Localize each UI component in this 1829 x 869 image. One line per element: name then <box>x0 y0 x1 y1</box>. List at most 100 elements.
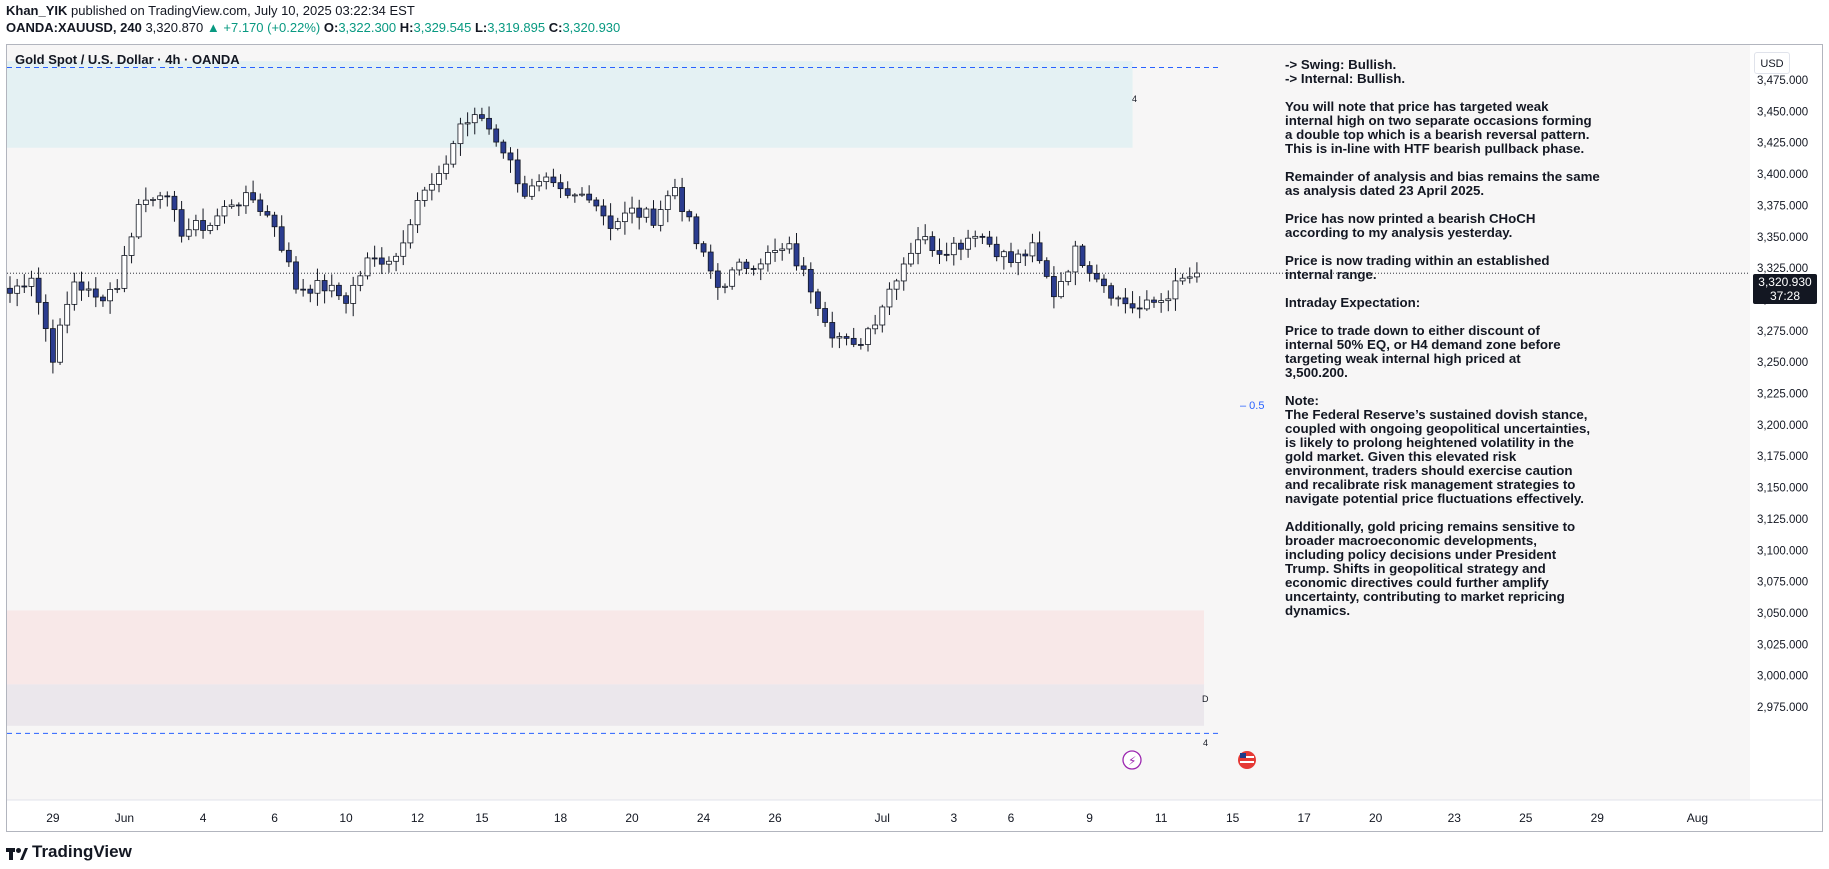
note-line: -> Swing: Bullish. <box>1285 57 1397 72</box>
candle-body <box>128 236 135 256</box>
candle-body <box>1143 299 1150 310</box>
candle-body <box>600 205 607 217</box>
x-tick-label: 25 <box>1519 811 1533 825</box>
candle-body <box>950 242 957 256</box>
candle-body <box>486 117 492 130</box>
note-line: uncertainty, contributing to market repr… <box>1285 589 1565 604</box>
note-line: according to my analysis yesterday. <box>1285 225 1513 240</box>
candle-body <box>257 199 264 212</box>
candle-body <box>343 295 349 304</box>
candle-body <box>1136 307 1143 310</box>
candle-body <box>657 209 664 226</box>
symbol[interactable]: OANDA:XAUUSD, 240 <box>6 20 142 35</box>
tradingview-logo-icon <box>6 845 28 860</box>
note-line: gold market. Given this elevated risk <box>1285 449 1517 464</box>
lower-zone-label: D <box>1202 694 1209 704</box>
publish-date: published on TradingView.com, July 10, 2… <box>71 3 415 18</box>
candle-body <box>450 143 457 165</box>
x-tick-label: 10 <box>339 811 353 825</box>
candle-body <box>757 263 764 270</box>
y-tick-label: 3,000.000 <box>1757 671 1808 683</box>
note-line: You will note that price has targeted we… <box>1285 99 1549 114</box>
candle-body <box>879 306 886 326</box>
lightning-icon[interactable] <box>1122 750 1142 770</box>
candle-body <box>443 163 450 174</box>
note-line: internal high on two separate occasions … <box>1285 113 1592 128</box>
x-tick-label: 3 <box>950 811 957 825</box>
last-price-tag-value: 3,320.930 <box>1758 275 1812 289</box>
x-tick-label: 20 <box>1369 811 1383 825</box>
eq-50-label: – 0.5 <box>1240 400 1264 412</box>
candle-body <box>150 199 156 201</box>
candle-body <box>1158 300 1165 303</box>
candle-body <box>314 280 321 294</box>
demand-lower-zone[interactable] <box>7 684 1205 726</box>
note-line: The Federal Reserve’s sustained dovish s… <box>1285 407 1588 422</box>
candle-body <box>543 176 550 183</box>
note-line: environment, traders should exercise cau… <box>1285 463 1573 478</box>
candle-body <box>765 252 771 265</box>
candle-body <box>1086 265 1093 274</box>
candle-body <box>900 263 907 282</box>
x-tick-label: 26 <box>768 811 782 825</box>
supply-zone[interactable] <box>7 61 1133 148</box>
x-tick-label: 29 <box>1591 811 1605 825</box>
currency-button[interactable]: USD <box>1754 52 1790 74</box>
candle-body <box>493 128 500 143</box>
y-tick-label: 2,975.000 <box>1757 702 1808 714</box>
candle-body <box>264 211 271 216</box>
candle-body <box>1151 299 1157 303</box>
candle-body <box>92 288 99 298</box>
candle-body <box>293 261 299 290</box>
tradingview-logo[interactable]: TradingView <box>6 842 132 862</box>
candle-body <box>100 296 106 302</box>
us-flag-canton <box>1240 753 1246 758</box>
candle-body <box>164 195 171 198</box>
candle-body <box>307 288 314 294</box>
author-name[interactable]: Khan_YIK <box>6 3 68 18</box>
note-line: navigate potential price fluctuations ef… <box>1285 491 1585 506</box>
demand-zone[interactable] <box>7 610 1205 685</box>
candle-body <box>135 204 142 238</box>
note-paragraph: Remainder of analysis and bias remains t… <box>1285 170 1625 198</box>
candle-body <box>693 216 700 245</box>
x-tick-label: 15 <box>475 811 489 825</box>
candle-body <box>157 195 164 200</box>
note-line: Intraday Expectation: <box>1285 295 1421 310</box>
note-paragraph: Price to trade down to either discount o… <box>1285 324 1625 380</box>
candle-body <box>42 301 49 330</box>
candle-body <box>1058 281 1064 298</box>
brand-name: TradingView <box>32 842 132 861</box>
candle-body <box>529 185 535 197</box>
note-line: -> Internal: Bullish. <box>1285 71 1406 86</box>
x-tick-label: 29 <box>46 811 60 825</box>
note-line: This is in-line with HTF bearish pullbac… <box>1285 141 1585 156</box>
candle-body <box>28 277 35 287</box>
candle-body <box>142 199 149 205</box>
candle-body <box>171 195 178 211</box>
chart-legend-title[interactable]: Gold Spot / U.S. Dollar · 4h · OANDA <box>15 52 240 67</box>
candle-body <box>228 204 235 207</box>
candle-body <box>636 207 643 218</box>
candle-body <box>521 183 528 197</box>
candle-body <box>57 324 63 363</box>
candle-body <box>664 195 671 210</box>
y-tick-label: 3,325.000 <box>1757 263 1808 275</box>
candle-body <box>1029 242 1036 257</box>
candle-body <box>1179 277 1186 282</box>
analysis-notes: -> Swing: Bullish. -> Internal: Bullish. Y… <box>1285 58 1625 632</box>
candle-body <box>300 288 307 291</box>
note-paragraph: You will note that price has targeted we… <box>1285 100 1625 156</box>
candle-body <box>1015 253 1022 263</box>
candle-body <box>1000 251 1007 258</box>
candle-body <box>500 141 507 154</box>
candle-body <box>78 281 85 291</box>
candle-body <box>178 209 185 237</box>
us-flag-stripe <box>1240 761 1254 763</box>
x-tick-label: 6 <box>271 811 278 825</box>
candle-body <box>350 284 357 304</box>
candle-body <box>1065 271 1072 282</box>
candle-body <box>679 187 685 212</box>
candle-body <box>915 239 921 254</box>
